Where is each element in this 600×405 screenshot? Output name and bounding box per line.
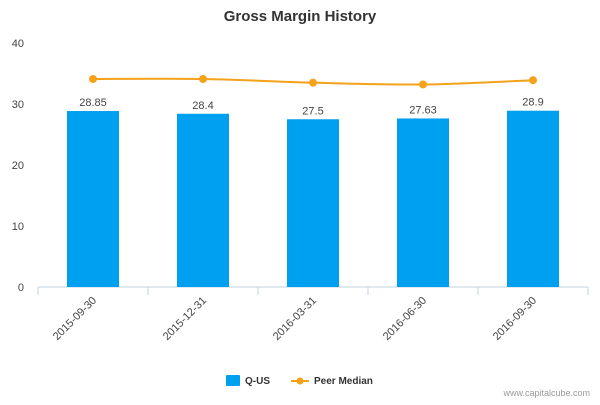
bar-data-labels: 28.85 28.4 27.5 27.63 28.9 <box>79 97 543 118</box>
bar <box>507 110 559 288</box>
bar <box>67 111 119 287</box>
bar-data-label: 27.5 <box>302 105 323 117</box>
peer-median-series <box>89 74 537 89</box>
bar-data-label: 28.4 <box>192 100 213 112</box>
peer-median-point <box>89 74 97 83</box>
y-axis: 0 10 20 30 40 <box>12 38 24 294</box>
legend-label-peer-median: Peer Median <box>314 376 373 387</box>
bar <box>177 113 229 287</box>
bar-data-label: 28.85 <box>79 97 107 109</box>
x-tick-label: 2016-09-30 <box>491 295 539 343</box>
legend-label-q-us: Q-US <box>245 376 270 387</box>
x-tick-label: 2016-06-30 <box>381 295 429 343</box>
peer-median-point <box>199 74 207 83</box>
chart-title: Gross Margin History <box>224 8 377 25</box>
peer-median-point <box>419 80 427 89</box>
legend-marker-peer-median <box>296 377 304 385</box>
bar-data-label: 28.9 <box>522 97 543 109</box>
bar-data-label: 27.63 <box>409 104 437 116</box>
x-tick-label: 2015-12-31 <box>161 295 209 343</box>
bar <box>287 119 339 287</box>
legend: Q-US Peer Median <box>226 375 373 387</box>
x-tick-label: 2016-03-31 <box>271 295 319 343</box>
x-tick-label: 2015-09-30 <box>51 295 99 343</box>
y-tick-label: 20 <box>12 160 24 172</box>
x-axis: 2015-09-30 2015-12-31 2016-03-31 2016-06-30… <box>37 286 589 343</box>
legend-swatch-q-us <box>226 375 240 386</box>
bar <box>397 118 449 287</box>
credit-text: www.capitalcube.com <box>502 388 590 398</box>
peer-median-point <box>529 76 537 85</box>
y-tick-label: 40 <box>12 38 24 50</box>
peer-median-point <box>309 78 317 87</box>
bar-series <box>67 110 559 288</box>
y-tick-label: 10 <box>12 221 24 233</box>
y-tick-label: 30 <box>12 99 24 111</box>
y-tick-label: 0 <box>18 282 24 294</box>
